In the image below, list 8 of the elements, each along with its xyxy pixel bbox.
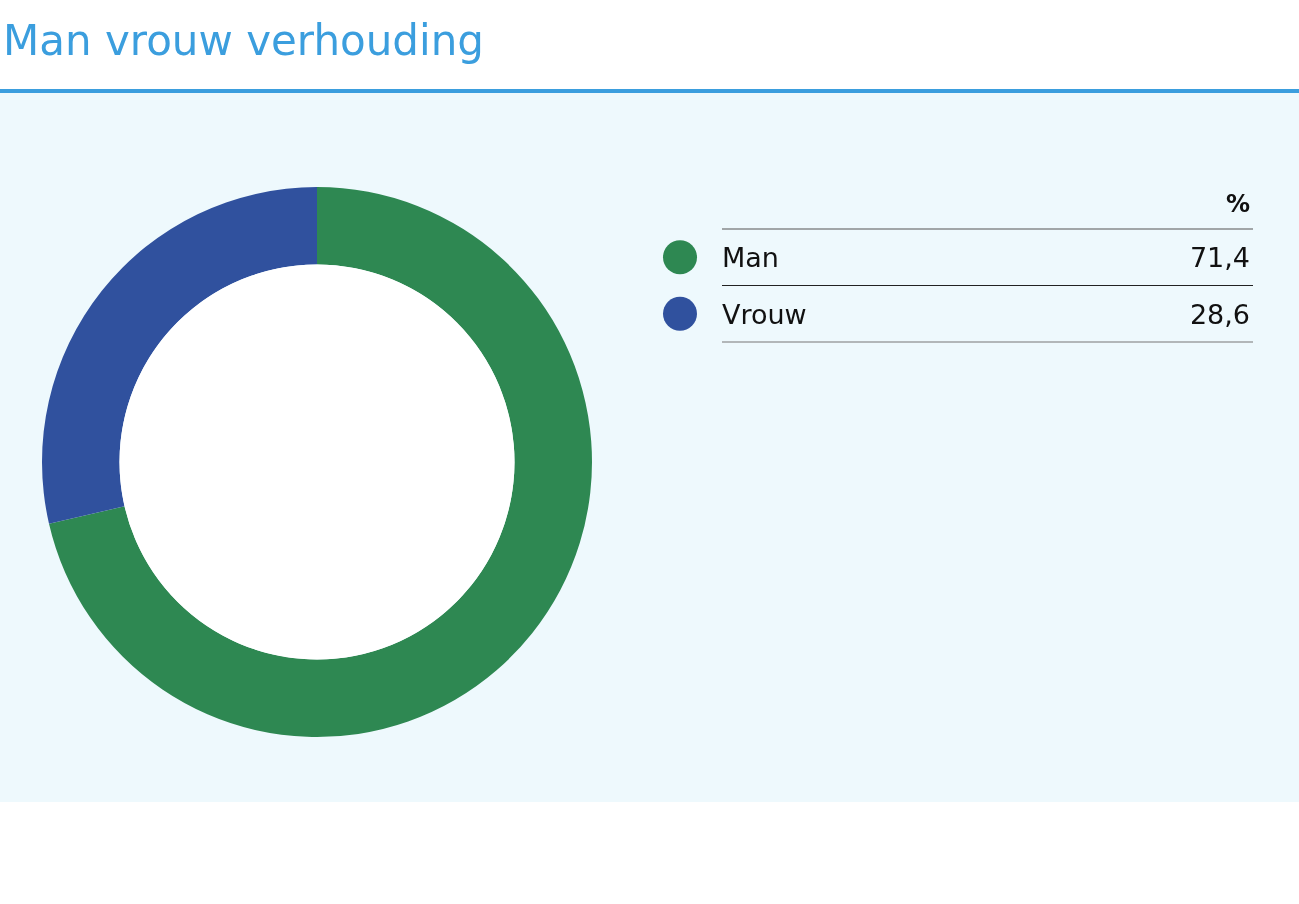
- donut-slice: [42, 187, 317, 524]
- legend-label: Vrouw: [722, 298, 807, 330]
- legend-title: %: [1225, 190, 1250, 218]
- data-label: 71,4: [1189, 242, 1250, 274]
- donut-slice: [49, 187, 592, 737]
- chart-title: Man vrouw verhouding: [3, 16, 484, 65]
- data-label: 28,6: [1189, 298, 1250, 330]
- legend-label: Man: [722, 242, 779, 274]
